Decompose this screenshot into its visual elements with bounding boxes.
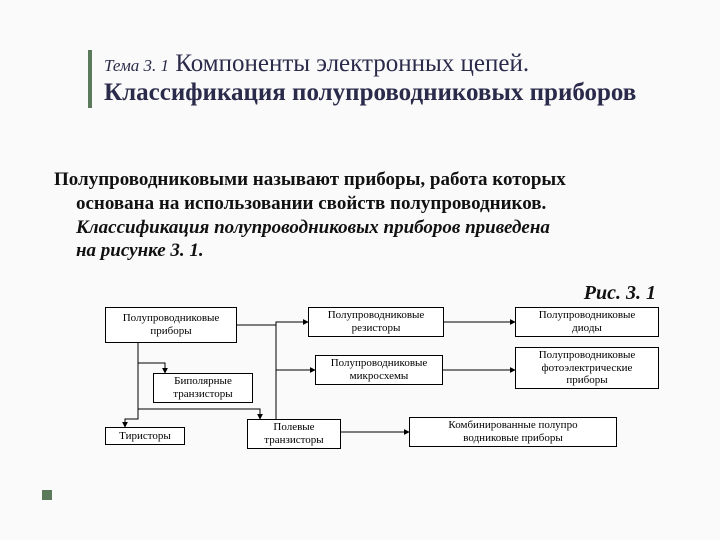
figure-caption: Рис. 3. 1 — [0, 282, 656, 305]
node-photo: Полупроводниковыефотоэлектрическиеприбор… — [515, 347, 659, 389]
node-resistors: Полупроводниковыерезисторы — [308, 307, 444, 337]
node-bipolar: Биполярныетранзисторы — [153, 373, 253, 403]
topic-prefix: Тема 3. 1 — [104, 56, 169, 75]
classification-diagram: Полупроводниковыеприборы Полупроводниковы… — [105, 307, 659, 477]
node-thyristors: Тиристоры — [105, 427, 185, 445]
edge-0 — [237, 322, 308, 325]
title-main: Компоненты электронных цепей. — [169, 50, 529, 77]
body-line-3: Классификация полупроводниковых приборов… — [54, 216, 660, 240]
body-paragraph: Полупроводниковыми называют приборы, раб… — [54, 168, 660, 263]
edge-5 — [138, 343, 165, 373]
node-combo: Комбинированные полупроводниковые прибор… — [409, 417, 617, 447]
edge-7 — [138, 403, 260, 419]
body-line-4: на рисунке 3. 1. — [54, 239, 660, 263]
node-micro: Полупроводниковыемикросхемы — [315, 355, 443, 385]
node-root: Полупроводниковыеприборы — [105, 307, 237, 343]
body-line-2: основана на использовании свойств полупр… — [54, 192, 660, 216]
node-field: Полевыетранзисторы — [247, 419, 341, 449]
body-line-1: Полупроводниковыми называют приборы, раб… — [54, 168, 660, 192]
node-diodes: Полупроводниковыедиоды — [515, 307, 659, 337]
title-sub: Классификация полупроводниковых приборов — [92, 79, 665, 108]
edge-6 — [125, 363, 138, 427]
footer-accent-square — [42, 490, 52, 500]
title-block: Тема 3. 1 Компоненты электронных цепей. … — [88, 50, 665, 108]
